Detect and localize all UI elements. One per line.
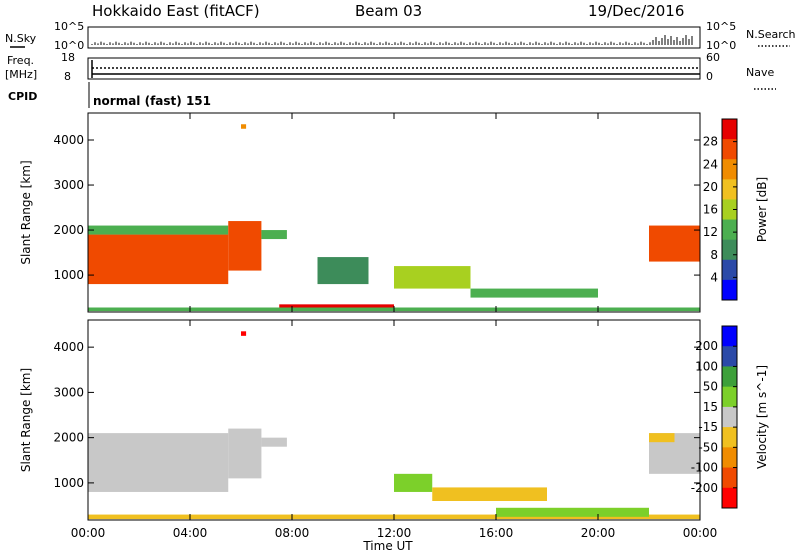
power-region-8 <box>394 266 471 289</box>
power-region-0 <box>88 234 229 285</box>
power-colorbar-swatch <box>722 199 737 221</box>
cpid-label: CPID <box>8 90 37 103</box>
velocity-cbar-tick-label: -100 <box>691 461 718 475</box>
velocity-ytick-label: 4000 <box>53 340 84 354</box>
velocity-colorbar-swatch <box>722 346 737 367</box>
velocity-colorbar-frame <box>721 325 738 509</box>
freq-unit: [MHz] <box>5 68 37 81</box>
nsky-label: N.Sky <box>5 32 37 45</box>
velocity-colorbar-swatch <box>722 366 737 388</box>
velocity-cbar-tick-label: 50 <box>703 380 718 394</box>
velocity-region-1 <box>228 428 262 479</box>
power-region-10 <box>649 225 700 262</box>
beam-title: Beam 03 <box>355 2 422 20</box>
x-axis-title: Time UT <box>362 539 413 553</box>
velocity-region-0 <box>88 433 229 492</box>
power-colorbar-swatch <box>722 279 737 301</box>
power-cbar-tick-label: 20 <box>703 180 718 194</box>
time-tick-label: 08:00 <box>275 526 310 540</box>
cpid-text: normal (fast) 151 <box>93 94 211 108</box>
time-tick-label: 04:00 <box>173 526 208 540</box>
power-cbar-tick-label: 24 <box>703 157 718 171</box>
nave-label: Nave <box>746 66 774 79</box>
power-colorbar-swatch <box>722 119 737 140</box>
velocity-region-5 <box>394 473 433 492</box>
power-region-3 <box>261 230 287 240</box>
power-region-7 <box>317 257 369 285</box>
velocity-ytick-label: 3000 <box>53 385 84 399</box>
velocity-region-9 <box>649 433 675 443</box>
power-colorbar-swatch <box>722 159 737 180</box>
nsky-frame <box>87 26 701 49</box>
power-region-9 <box>470 288 598 298</box>
power-colorbar-swatch <box>722 219 737 241</box>
power-ytick-label: 2000 <box>53 223 84 237</box>
power-colorbar-swatch <box>722 239 737 261</box>
velocity-cbar-tick-label: 100 <box>695 359 718 373</box>
station-title: Hokkaido East (fitACF) <box>92 2 260 20</box>
velocity-cbar-tick-label: 200 <box>695 339 718 353</box>
freq-tick-top: 18 <box>61 51 75 64</box>
freq-label: Freq. <box>7 54 34 67</box>
time-tick-label: 00:00 <box>71 526 106 540</box>
power-colorbar-swatch <box>722 139 737 160</box>
velocity-region-3 <box>241 331 247 336</box>
nsky-trace <box>91 35 693 45</box>
velocity-region-7 <box>496 507 649 517</box>
velocity-cbar-tick-label: -200 <box>691 481 718 495</box>
freq-tick-bottom: 8 <box>64 70 71 83</box>
power-panel: 1000 2000 3000 4000 Slant Range [km] 4 8 12 16 20… <box>19 112 769 313</box>
power-colorbar-swatch <box>722 179 737 200</box>
date-title: 19/Dec/2016 <box>588 2 684 20</box>
power-region-5 <box>279 304 394 309</box>
velocity-colorbar-swatch <box>722 427 737 448</box>
velocity-cbar-tick-label: -15 <box>698 420 718 434</box>
velocity-ytick-label: 1000 <box>53 476 84 490</box>
power-region-1 <box>88 225 229 235</box>
power-region-2 <box>228 221 262 271</box>
velocity-colorbar-swatch <box>722 467 737 489</box>
power-cbar-tick-label: 16 <box>703 203 718 217</box>
velocity-ylabel: Slant Range [km] <box>19 368 33 472</box>
velocity-cbar-tick-label: -50 <box>698 440 718 454</box>
power-cbar-tick-label: 12 <box>703 225 718 239</box>
nsearch-label: N.Search <box>746 28 796 41</box>
time-axis: 00:00 04:00 08:00 12:00 16:00 20:00 00:00 <box>71 113 718 540</box>
velocity-region-6 <box>432 487 547 501</box>
power-colorbar-label: Power [dB] <box>755 177 769 242</box>
power-ytick-label: 1000 <box>53 268 84 282</box>
velocity-colorbar-swatch <box>722 406 737 428</box>
nsearch-tick-bottom: 10^0 <box>706 39 736 52</box>
velocity-region-2 <box>261 437 287 447</box>
time-tick-label: 20:00 <box>581 526 616 540</box>
velocity-panel: 1000 2000 3000 4000 Slant Range [km] 200 100 50… <box>19 319 769 521</box>
power-cbar-tick-label: 8 <box>710 248 718 262</box>
power-cbar-tick-label: 28 <box>703 135 718 149</box>
nsky-tick-top: 10^5 <box>54 20 84 33</box>
power-ytick-label: 4000 <box>53 133 84 147</box>
power-ytick-label: 3000 <box>53 178 84 192</box>
velocity-ytick-label: 2000 <box>53 431 84 445</box>
power-cbar-tick-label: 4 <box>710 270 718 284</box>
time-tick-label: 12:00 <box>377 526 412 540</box>
time-tick-label: 16:00 <box>479 526 514 540</box>
velocity-colorbar-swatch <box>722 386 737 408</box>
freq-frame <box>87 57 701 80</box>
velocity-colorbar-swatch <box>722 326 737 347</box>
velocity-colorbar-swatch <box>722 447 737 469</box>
nsky-panel: N.Sky 10^5 10^0 10^5 10^0 N.Search <box>5 20 796 52</box>
nsearch-tick-top: 10^5 <box>706 20 736 33</box>
velocity-cbar-tick-label: 15 <box>703 400 718 414</box>
freq-panel: Freq. [MHz] 18 8 60 0 Nave <box>5 51 776 90</box>
nave-tick-top: 60 <box>706 51 720 64</box>
nave-tick-bottom: 0 <box>706 70 713 83</box>
nsky-tick-bottom: 10^0 <box>54 39 84 52</box>
time-tick-label: 00:00 <box>683 526 718 540</box>
power-colorbar-swatch <box>722 259 737 281</box>
velocity-colorbar-label: Velocity [m s^-1] <box>755 365 769 469</box>
power-region-4 <box>241 124 247 129</box>
power-ylabel: Slant Range [km] <box>19 160 33 264</box>
velocity-colorbar-swatch <box>722 487 737 509</box>
